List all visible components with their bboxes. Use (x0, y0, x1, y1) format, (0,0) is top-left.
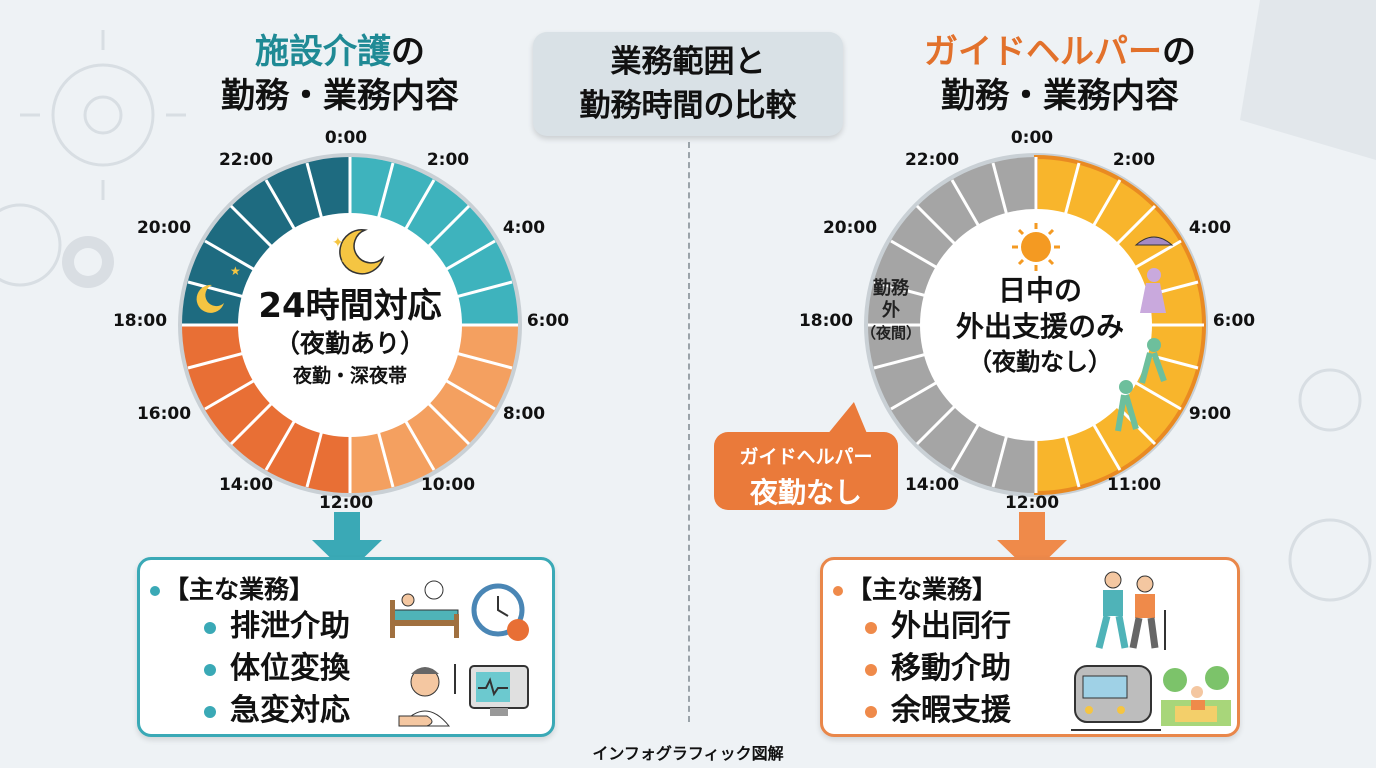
duty-label: 余暇支援 (891, 693, 1011, 728)
left-clock-label: 6:00 (526, 311, 570, 331)
clock-icon (471, 583, 529, 641)
right-clock-label: 6:00 (1212, 311, 1256, 331)
off-duty-line1: 勤務 (873, 278, 909, 299)
left-clock-label: 10:00 (420, 475, 476, 495)
left-duties-list: 排泄介助 体位変換 急変対応 (200, 606, 350, 732)
right-center-line2: 外出支援のみ (955, 310, 1124, 343)
right-title: ガイドヘルパーの 勤務・業務内容 (860, 30, 1260, 118)
off-duty-label: 勤務 外 （夜間） (858, 278, 924, 344)
right-duties-box: 【主な業務】 外出同行 移動介助 余暇支援 (820, 557, 1240, 737)
bed-patient-icon (390, 580, 459, 638)
moon-icon (339, 229, 385, 275)
left-center-line2: （夜勤あり） (274, 329, 425, 358)
left-clock-label: 18:00 (112, 311, 168, 331)
list-item: 排泄介助 (200, 606, 350, 648)
left-duties-header: 【主な業務】 (150, 570, 314, 606)
sun-icon (1012, 223, 1060, 271)
off-duty-line2: 外 (882, 300, 900, 321)
right-clock-label: 11:00 (1106, 475, 1162, 495)
right-duties-header: 【主な業務】 (833, 570, 997, 606)
train-icon (1071, 665, 1161, 731)
right-daytime-clock-wheel (864, 153, 1208, 497)
duty-label: 外出同行 (891, 609, 1011, 644)
right-center-text: 日中の 外出支援のみ （夜勤なし） (920, 273, 1160, 379)
left-clock-label: 4:00 (502, 218, 546, 238)
right-clock-label: 18:00 (798, 311, 854, 331)
center-divider (688, 142, 690, 722)
right-duties-header-text: 【主な業務】 (847, 575, 998, 604)
right-clock-label: 0:00 (1010, 128, 1054, 148)
left-title-suffix: の (391, 32, 425, 72)
left-title-accent: 施設介護 (255, 32, 391, 72)
walking-person-icon (1115, 236, 1174, 432)
right-clock-label: 4:00 (1188, 218, 1232, 238)
left-center-line1: 24時間対応 (258, 286, 442, 326)
left-center-line3: 夜勤・深夜帯 (292, 365, 407, 387)
right-duties-list: 外出同行 移動介助 余暇支援 (861, 606, 1011, 732)
off-duty-line3: （夜間） (860, 324, 921, 342)
svg-text:✦: ✦ (332, 235, 344, 251)
right-center-line3: （夜勤なし） (968, 348, 1112, 376)
right-clock-label: 22:00 (904, 150, 960, 170)
comparison-title: 業務範囲と 勤務時間の比較 (533, 32, 843, 136)
svg-text:★: ★ (230, 264, 241, 278)
list-item: 余暇支援 (861, 690, 1011, 732)
right-title-line2: 勤務・業務内容 (941, 76, 1179, 116)
left-duties-box: 【主な業務】 排泄介助 体位変換 急変対応 (137, 557, 555, 737)
left-clock-label: 12:00 (318, 493, 374, 513)
list-item: 外出同行 (861, 606, 1011, 648)
right-title-suffix: の (1162, 32, 1196, 72)
left-title-line2: 勤務・業務内容 (221, 76, 459, 116)
right-title-accent: ガイドヘルパー (924, 32, 1162, 72)
right-clock-label: 9:00 (1188, 404, 1232, 424)
duty-label: 急変対応 (230, 693, 350, 728)
svg-text:✦: ✦ (340, 255, 349, 268)
right-clock-label: 20:00 (822, 218, 878, 238)
right-clock-label: 14:00 (904, 475, 960, 495)
left-clock-label: 14:00 (218, 475, 274, 495)
callout-line2: 夜勤なし (749, 476, 862, 509)
left-clock-label: 20:00 (136, 218, 192, 238)
heart-monitor-icon (469, 665, 529, 716)
list-item: 急変対応 (200, 690, 350, 732)
right-center-line1: 日中の (997, 274, 1082, 307)
accompany-elderly-icon (1095, 571, 1166, 650)
duty-label: 体位変換 (230, 651, 350, 686)
list-item: 移動介助 (861, 648, 1011, 690)
right-clock-label: 12:00 (1004, 493, 1060, 513)
right-clock-label: 2:00 (1112, 150, 1156, 170)
caregiver-icon (398, 664, 456, 727)
left-clock-label: 0:00 (324, 128, 368, 148)
no-night-shift-callout: ガイドヘルパー 夜勤なし (714, 432, 898, 510)
duty-label: 排泄介助 (230, 609, 350, 644)
left-duties-header-text: 【主な業務】 (164, 575, 315, 604)
left-24h-clock-wheel: ✦ ✦ ★ (178, 153, 522, 497)
left-clock-label: 16:00 (136, 404, 192, 424)
list-item: 体位変換 (200, 648, 350, 690)
left-center-text: 24時間対応 （夜勤あり） 夜勤・深夜帯 (240, 285, 460, 391)
left-clock-label: 8:00 (502, 404, 546, 424)
park-leisure-icon (1161, 666, 1231, 726)
comparison-title-line2: 勤務時間の比較 (579, 88, 797, 124)
comparison-title-line1: 業務範囲と (610, 44, 766, 80)
left-clock-label: 22:00 (218, 150, 274, 170)
left-clock-label: 2:00 (426, 150, 470, 170)
duty-label: 移動介助 (891, 651, 1011, 686)
footer-caption: インフォグラフィック図解 (592, 744, 784, 763)
callout-line1: ガイドヘルパー (739, 446, 873, 468)
left-title: 施設介護の 勤務・業務内容 (150, 30, 530, 118)
